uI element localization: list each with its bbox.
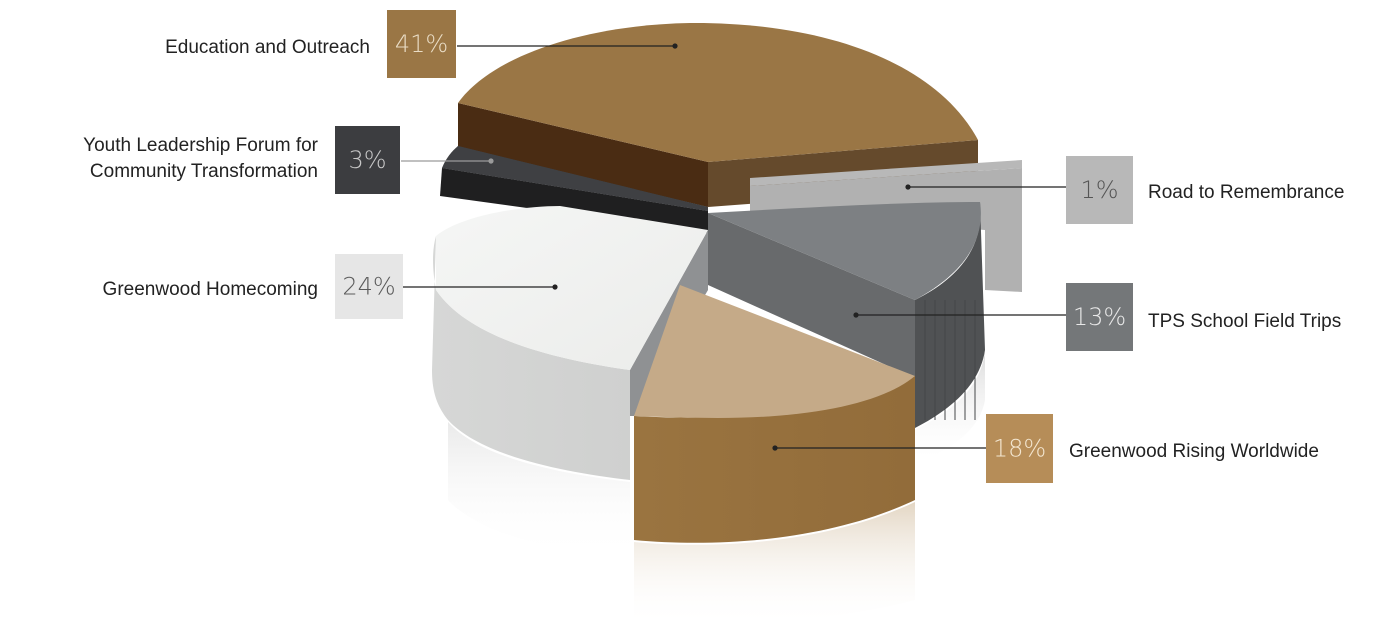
callout-dot	[488, 158, 494, 164]
value-badge	[1066, 283, 1133, 351]
value-label: 18%	[993, 435, 1046, 463]
slice-side-tps-school-field-trips-0	[708, 213, 915, 378]
callout-dot	[672, 43, 678, 49]
value-badge	[387, 10, 456, 78]
value-label: 1%	[1080, 176, 1118, 204]
slice-top-tps-school-field-trips	[708, 202, 981, 300]
slice-reflection-greenwood-homecoming	[448, 422, 630, 560]
slice-reflection-greenwood-rising-worldwide	[634, 502, 915, 626]
callout-dot	[772, 445, 778, 451]
callout-dot	[552, 284, 558, 290]
callout-dot	[905, 184, 911, 190]
slice-side-detail-tps	[924, 300, 976, 420]
slice-label: Youth Leadership Forum for Community Tran…	[83, 135, 319, 182]
value-label: 41%	[395, 30, 448, 58]
slice-youth-leadership-forum-for-community-transformation	[440, 146, 708, 233]
slice-side-road-to-remembrance-0	[750, 168, 1022, 292]
value-badge	[335, 254, 403, 319]
value-label: 13%	[1073, 303, 1126, 331]
callout-youth-leadership-forum-for-community-transformation: 3% Youth Leadership Forum for Community Tr…	[83, 126, 494, 194]
slice-side-greenwood-homecoming-0	[432, 236, 630, 480]
slice-top-road-to-remembrance	[750, 160, 1022, 186]
slice-label: Greenwood Rising Worldwide	[1069, 441, 1319, 462]
value-badge	[986, 414, 1053, 483]
callout-greenwood-rising-worldwide: 18% Greenwood Rising Worldwide	[772, 414, 1319, 483]
chart-reflections	[448, 352, 985, 626]
value-badge	[1066, 156, 1133, 224]
callout-greenwood-homecoming: 24% Greenwood Homecoming	[103, 254, 558, 319]
slice-reflection-tps-school-field-trips	[915, 352, 985, 465]
slice-top-greenwood-rising-worldwide	[634, 285, 915, 418]
value-label: 24%	[342, 273, 395, 301]
slice-label: Greenwood Homecoming	[103, 279, 318, 300]
callout-education-and-outreach: 41% Education and Outreach	[165, 10, 678, 78]
slice-label: Road to Remembrance	[1148, 182, 1344, 203]
slice-top-education-and-outreach	[458, 22, 978, 163]
slice-label: TPS School Field Trips	[1148, 311, 1341, 332]
slice-side-youth-leadership-forum-for-community-transformation-0	[440, 168, 708, 233]
slice-greenwood-homecoming	[432, 206, 708, 480]
slice-greenwood-rising-worldwide	[634, 285, 915, 543]
chart-callouts: 41% Education and Outreach 3% Youth Leaders…	[83, 10, 1344, 483]
callout-road-to-remembrance: 1% Road to Remembrance	[905, 156, 1344, 224]
value-badge	[335, 126, 400, 194]
slice-road-to-remembrance	[750, 160, 1022, 292]
slice-top-youth-leadership-forum-for-community-transformation	[442, 146, 708, 211]
callout-tps-school-field-trips: 13% TPS School Field Trips	[853, 283, 1341, 351]
value-label: 3%	[348, 146, 386, 174]
slice-top-greenwood-homecoming	[436, 206, 708, 370]
slice-side-education-and-outreach-0	[458, 103, 708, 207]
slice-label: Education and Outreach	[165, 37, 370, 58]
callout-dot	[853, 312, 859, 318]
